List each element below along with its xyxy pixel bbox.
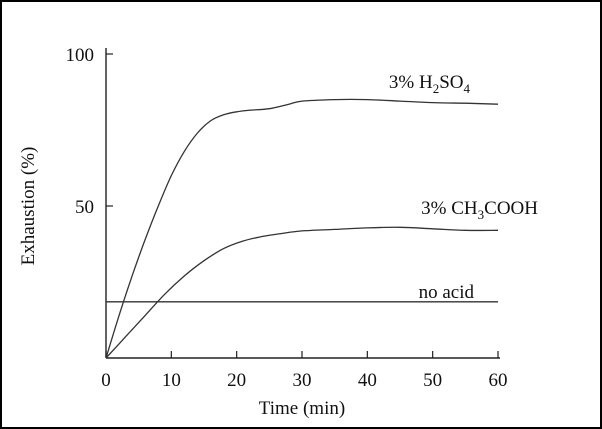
series-label-no-acid: no acid	[419, 282, 475, 303]
x-tick-label: 60	[489, 370, 508, 391]
x-axis-title: Time (min)	[259, 398, 345, 419]
series-line-ch3cooh	[105, 226, 499, 359]
series-label-h2so4: 3% H2SO4	[389, 72, 471, 96]
axes: 0 10 20 30 40 50 60 50 100 Time (min) Exhaustion (…	[18, 45, 508, 419]
x-tick-label: 0	[101, 370, 111, 391]
series-label-text: COOH	[484, 198, 538, 219]
x-tick-label: 20	[227, 370, 246, 391]
series-label-text: 3% CH	[421, 198, 478, 219]
x-tick-label: 40	[358, 370, 377, 391]
y-tick-label: 50	[75, 197, 94, 218]
y-axis-title: Exhaustion (%)	[18, 147, 39, 266]
series-label-subscript: 2	[433, 81, 440, 96]
series-label-text: 3% H	[389, 72, 433, 93]
series-label-ch3cooh: 3% CH3COOH	[421, 198, 538, 222]
series-labels: 3% H2SO4 3% CH3COOH no acid	[389, 72, 538, 303]
x-tick-label: 10	[162, 370, 181, 391]
series-label-text: SO	[439, 72, 463, 93]
series-curves	[105, 98, 499, 359]
series-label-subscript: 3	[478, 207, 485, 222]
x-tick-label: 50	[423, 370, 442, 391]
series-line-h2so4	[105, 98, 499, 359]
series-label-text: no acid	[419, 282, 475, 303]
x-tick-label: 30	[293, 370, 312, 391]
y-tick-label: 100	[66, 45, 95, 66]
series-label-subscript: 4	[464, 81, 471, 96]
